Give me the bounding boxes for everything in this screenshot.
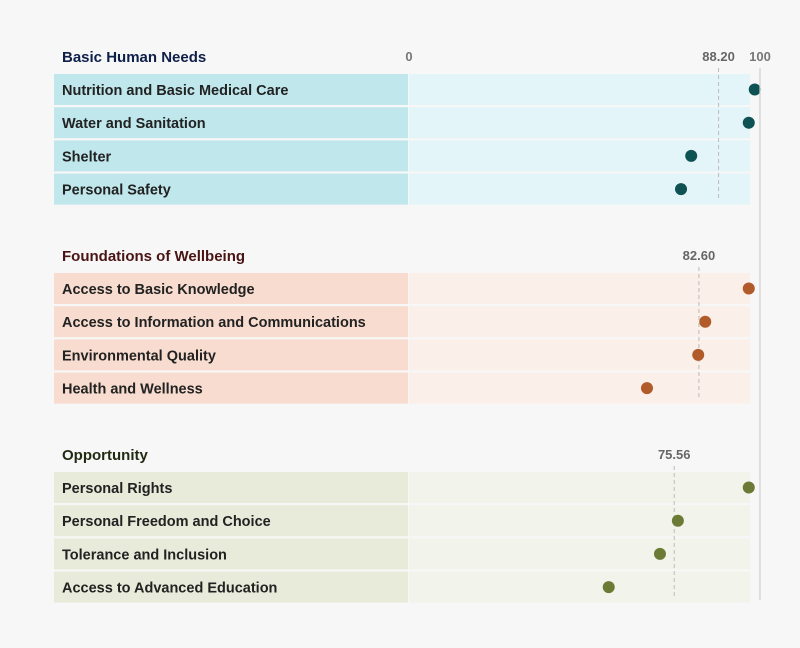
row-label-bg (54, 505, 408, 537)
row-label: Personal Rights (62, 481, 172, 497)
average-label: 75.56 (658, 447, 691, 462)
data-point (653, 547, 666, 560)
row-label-bg (54, 339, 408, 371)
row-label-bg (54, 173, 408, 205)
row-label: Access to Advanced Education (62, 581, 277, 597)
data-point (671, 514, 684, 527)
row-track (409, 505, 750, 537)
row-label: Water and Sanitation (62, 116, 206, 132)
row-label: Personal Freedom and Choice (62, 514, 271, 530)
row-track (409, 273, 750, 304)
axis-tick-min: 0 (405, 49, 412, 64)
data-point (640, 382, 653, 395)
data-point (602, 581, 615, 594)
row-track (409, 173, 750, 205)
row-label: Health and Wellness (62, 382, 203, 398)
data-point (685, 149, 698, 162)
row-label-bg (54, 306, 408, 338)
data-point (742, 116, 755, 129)
section-title: Opportunity (62, 447, 148, 464)
section-title: Foundations of Wellbeing (62, 248, 245, 265)
row-label: Nutrition and Basic Medical Care (62, 83, 288, 99)
average-label: 82.60 (683, 248, 716, 263)
average-label: 88.20 (702, 49, 735, 64)
row-track (409, 306, 750, 338)
data-point (699, 315, 712, 328)
data-point (748, 83, 761, 96)
row-label-bg (54, 107, 408, 139)
axis-tick-max: 100 (749, 49, 771, 64)
row-track (409, 107, 750, 139)
section-title: Basic Human Needs (62, 49, 206, 66)
row-track (409, 538, 750, 570)
row-track (409, 372, 750, 404)
row-track (409, 472, 750, 503)
row-label: Personal Safety (62, 183, 171, 199)
row-label: Environmental Quality (62, 348, 216, 364)
row-track (409, 140, 750, 172)
data-point (692, 348, 705, 361)
data-point (742, 282, 755, 295)
row-label-bg (54, 74, 408, 105)
row-label-bg (54, 273, 408, 304)
row-label: Access to Basic Knowledge (62, 282, 255, 298)
data-point (675, 183, 688, 196)
row-label: Access to Information and Communications (62, 315, 366, 331)
row-label-bg (54, 538, 408, 570)
row-label: Shelter (62, 149, 112, 165)
row-track (409, 571, 750, 603)
row-label-bg (54, 571, 408, 603)
row-label-bg (54, 372, 408, 404)
data-point (742, 481, 755, 494)
row-label-bg (54, 472, 408, 503)
row-label-bg (54, 140, 408, 172)
row-label: Tolerance and Inclusion (62, 547, 227, 563)
row-track (409, 74, 750, 105)
